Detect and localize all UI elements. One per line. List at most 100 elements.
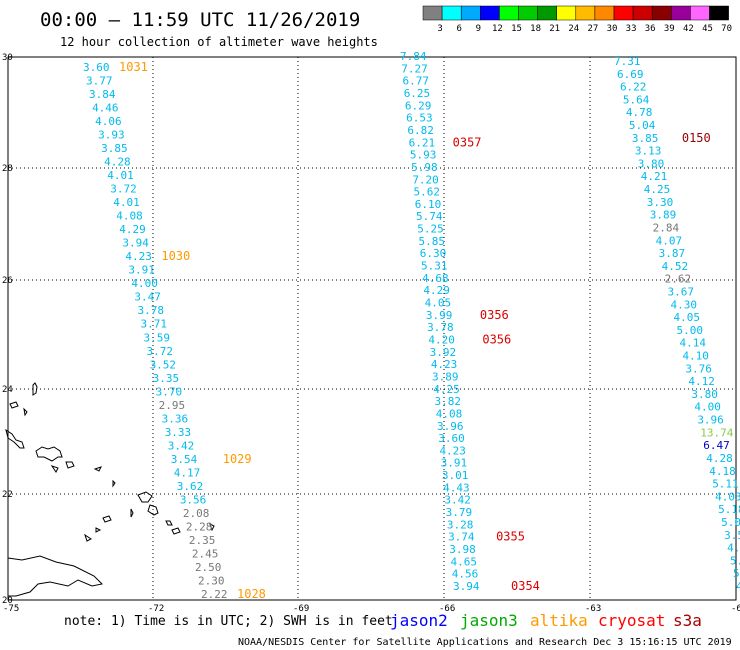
pass-time-label: 0354 xyxy=(511,579,540,593)
wave-height-value: 3.72 xyxy=(110,183,137,196)
wave-height-value: 5.98 xyxy=(411,161,438,174)
colorbar-label: 30 xyxy=(607,24,618,34)
colorbar-swatch xyxy=(632,5,653,21)
wave-height-value: 4.10 xyxy=(682,350,709,363)
wave-height-value: 4.29 xyxy=(119,223,146,236)
coastline-islands xyxy=(5,382,215,597)
colorbar-label: 12 xyxy=(492,24,503,34)
wave-height-value: 6.77 xyxy=(402,75,429,88)
wave-height-value: 3.33 xyxy=(165,426,192,439)
wave-height-value: 3.96 xyxy=(697,414,724,427)
colorbar-swatch xyxy=(709,5,729,21)
wave-height-value: 5.18 xyxy=(718,503,740,516)
map-subtitle: 12 hour collection of altimeter wave hei… xyxy=(60,35,378,49)
satellite-name: s3a xyxy=(673,611,702,630)
wave-height-value: 6.53 xyxy=(406,112,433,125)
colorbar-label: 18 xyxy=(530,24,541,34)
wave-height-value: 3.92 xyxy=(430,346,457,359)
wave-height-value: 3.70 xyxy=(156,385,183,398)
wave-height-value: 5.04 xyxy=(629,119,656,132)
wave-height-value: 3.54 xyxy=(171,453,198,466)
wave-height-value: 3.96 xyxy=(437,420,464,433)
colorbar-label: 27 xyxy=(587,24,598,34)
wave-height-value: 4.30 xyxy=(671,298,698,311)
wave-height-value: 6.29 xyxy=(405,99,432,112)
wave-height-value: 2.30 xyxy=(198,574,225,587)
wave-height-value: 6.30 xyxy=(420,247,447,260)
wave-height-value: 3.59 xyxy=(144,331,171,344)
wave-height-value: 3.60 xyxy=(83,61,110,74)
wave-height-value: 5.31 xyxy=(421,260,448,273)
wave-height-value: 6.82 xyxy=(407,124,434,137)
map-frame xyxy=(7,56,737,601)
colorbar-swatch xyxy=(556,5,577,21)
colorbar-swatch xyxy=(537,5,557,21)
wave-height-value: 4.12 xyxy=(688,375,715,388)
wave-height-value: 4.20 xyxy=(428,333,455,346)
wave-height-value: 4.01 xyxy=(113,196,140,209)
colorbar-label: 21 xyxy=(549,24,560,34)
wave-height-value: 3.13 xyxy=(635,145,662,158)
wave-height-value: 5.62 xyxy=(414,186,441,199)
longitude-label: -66 xyxy=(439,604,455,614)
pass-time-label: 0355 xyxy=(496,530,525,544)
wave-height-value: 13.74 xyxy=(700,426,733,439)
wave-height-value: 3.78 xyxy=(137,304,164,317)
wave-height-value: 6.21 xyxy=(409,136,436,149)
colorbar-label: 6 xyxy=(456,24,461,34)
wave-height-value: 5.64 xyxy=(623,93,650,106)
wave-height-value: 6.69 xyxy=(617,68,644,81)
wave-height-value: 5.93 xyxy=(410,149,437,162)
longitude-label: -75 xyxy=(3,604,19,614)
wave-height-value: 3.71 xyxy=(140,318,167,331)
wave-height-value: 4.28 xyxy=(104,156,131,169)
pass-time-label: 1029 xyxy=(223,452,252,466)
wave-height-value: 6.10 xyxy=(415,198,442,211)
wave-height-value: 4.07 xyxy=(656,234,683,247)
wave-height-value: 2.84 xyxy=(653,221,680,234)
wave-height-value: 3.79 xyxy=(446,506,473,519)
wave-height-value: 3.47 xyxy=(134,291,161,304)
colorbar-label: 36 xyxy=(645,24,656,34)
wave-height-value: 3.80 xyxy=(638,157,665,170)
satellite-name: jason2 xyxy=(390,611,448,630)
wave-height-value: 4.23 xyxy=(125,250,152,263)
latitude-label: 20 xyxy=(2,596,13,606)
wave-height-value: 4.05 xyxy=(425,297,452,310)
wave-height-value: 4.23 xyxy=(431,358,458,371)
wave-height-value: 2.62 xyxy=(665,273,692,286)
wave-height-value: 4.08 xyxy=(116,210,142,223)
wave-height-value: 5.25 xyxy=(417,223,444,236)
wave-height-value: 2.45 xyxy=(192,547,219,560)
axis-labels: 30 28 26 24 22 20-75 -72 -69 -66 -63 -60 xyxy=(2,53,740,614)
wave-height-value: 5. xyxy=(730,554,740,567)
wave-height-value: 3.36 xyxy=(162,412,189,425)
wave-height-value: 4.78 xyxy=(626,106,653,119)
colorbar-swatch xyxy=(422,5,443,21)
pass-time-label: 0357 xyxy=(453,135,482,149)
colorbar-swatch xyxy=(594,5,615,21)
wave-height-value: 4.25 xyxy=(433,383,460,396)
wave-height-value: 3.74 xyxy=(448,531,475,544)
wave-height-value: 5.00 xyxy=(676,324,703,337)
wave-height-value: 3.42 xyxy=(444,494,471,507)
latitude-label: 26 xyxy=(2,276,13,286)
satellite-name: altika xyxy=(530,611,588,630)
latitude-label: 24 xyxy=(2,385,13,395)
wave-height-value: 4.46 xyxy=(92,102,119,115)
wave-height-value: 4.00 xyxy=(131,277,158,290)
wave-height-value: 3.72 xyxy=(147,345,174,358)
colorbar-swatch xyxy=(499,5,519,21)
wave-height-value: 7.27 xyxy=(401,62,428,75)
colorbar-label: 42 xyxy=(683,24,694,34)
wave-height-value: 3.94 xyxy=(453,580,480,593)
wave-height-value: 4.06 xyxy=(95,115,122,128)
longitude-label: -60 xyxy=(731,604,740,614)
wave-height-value: 3.60 xyxy=(438,432,465,445)
wave-height-value: 3.35 xyxy=(153,372,180,385)
wave-height-value: 3.87 xyxy=(659,247,686,260)
wave-height-value: 3.91 xyxy=(441,457,468,470)
colorbar-swatch xyxy=(690,5,710,21)
pass-time-label: 0356 xyxy=(482,332,511,346)
